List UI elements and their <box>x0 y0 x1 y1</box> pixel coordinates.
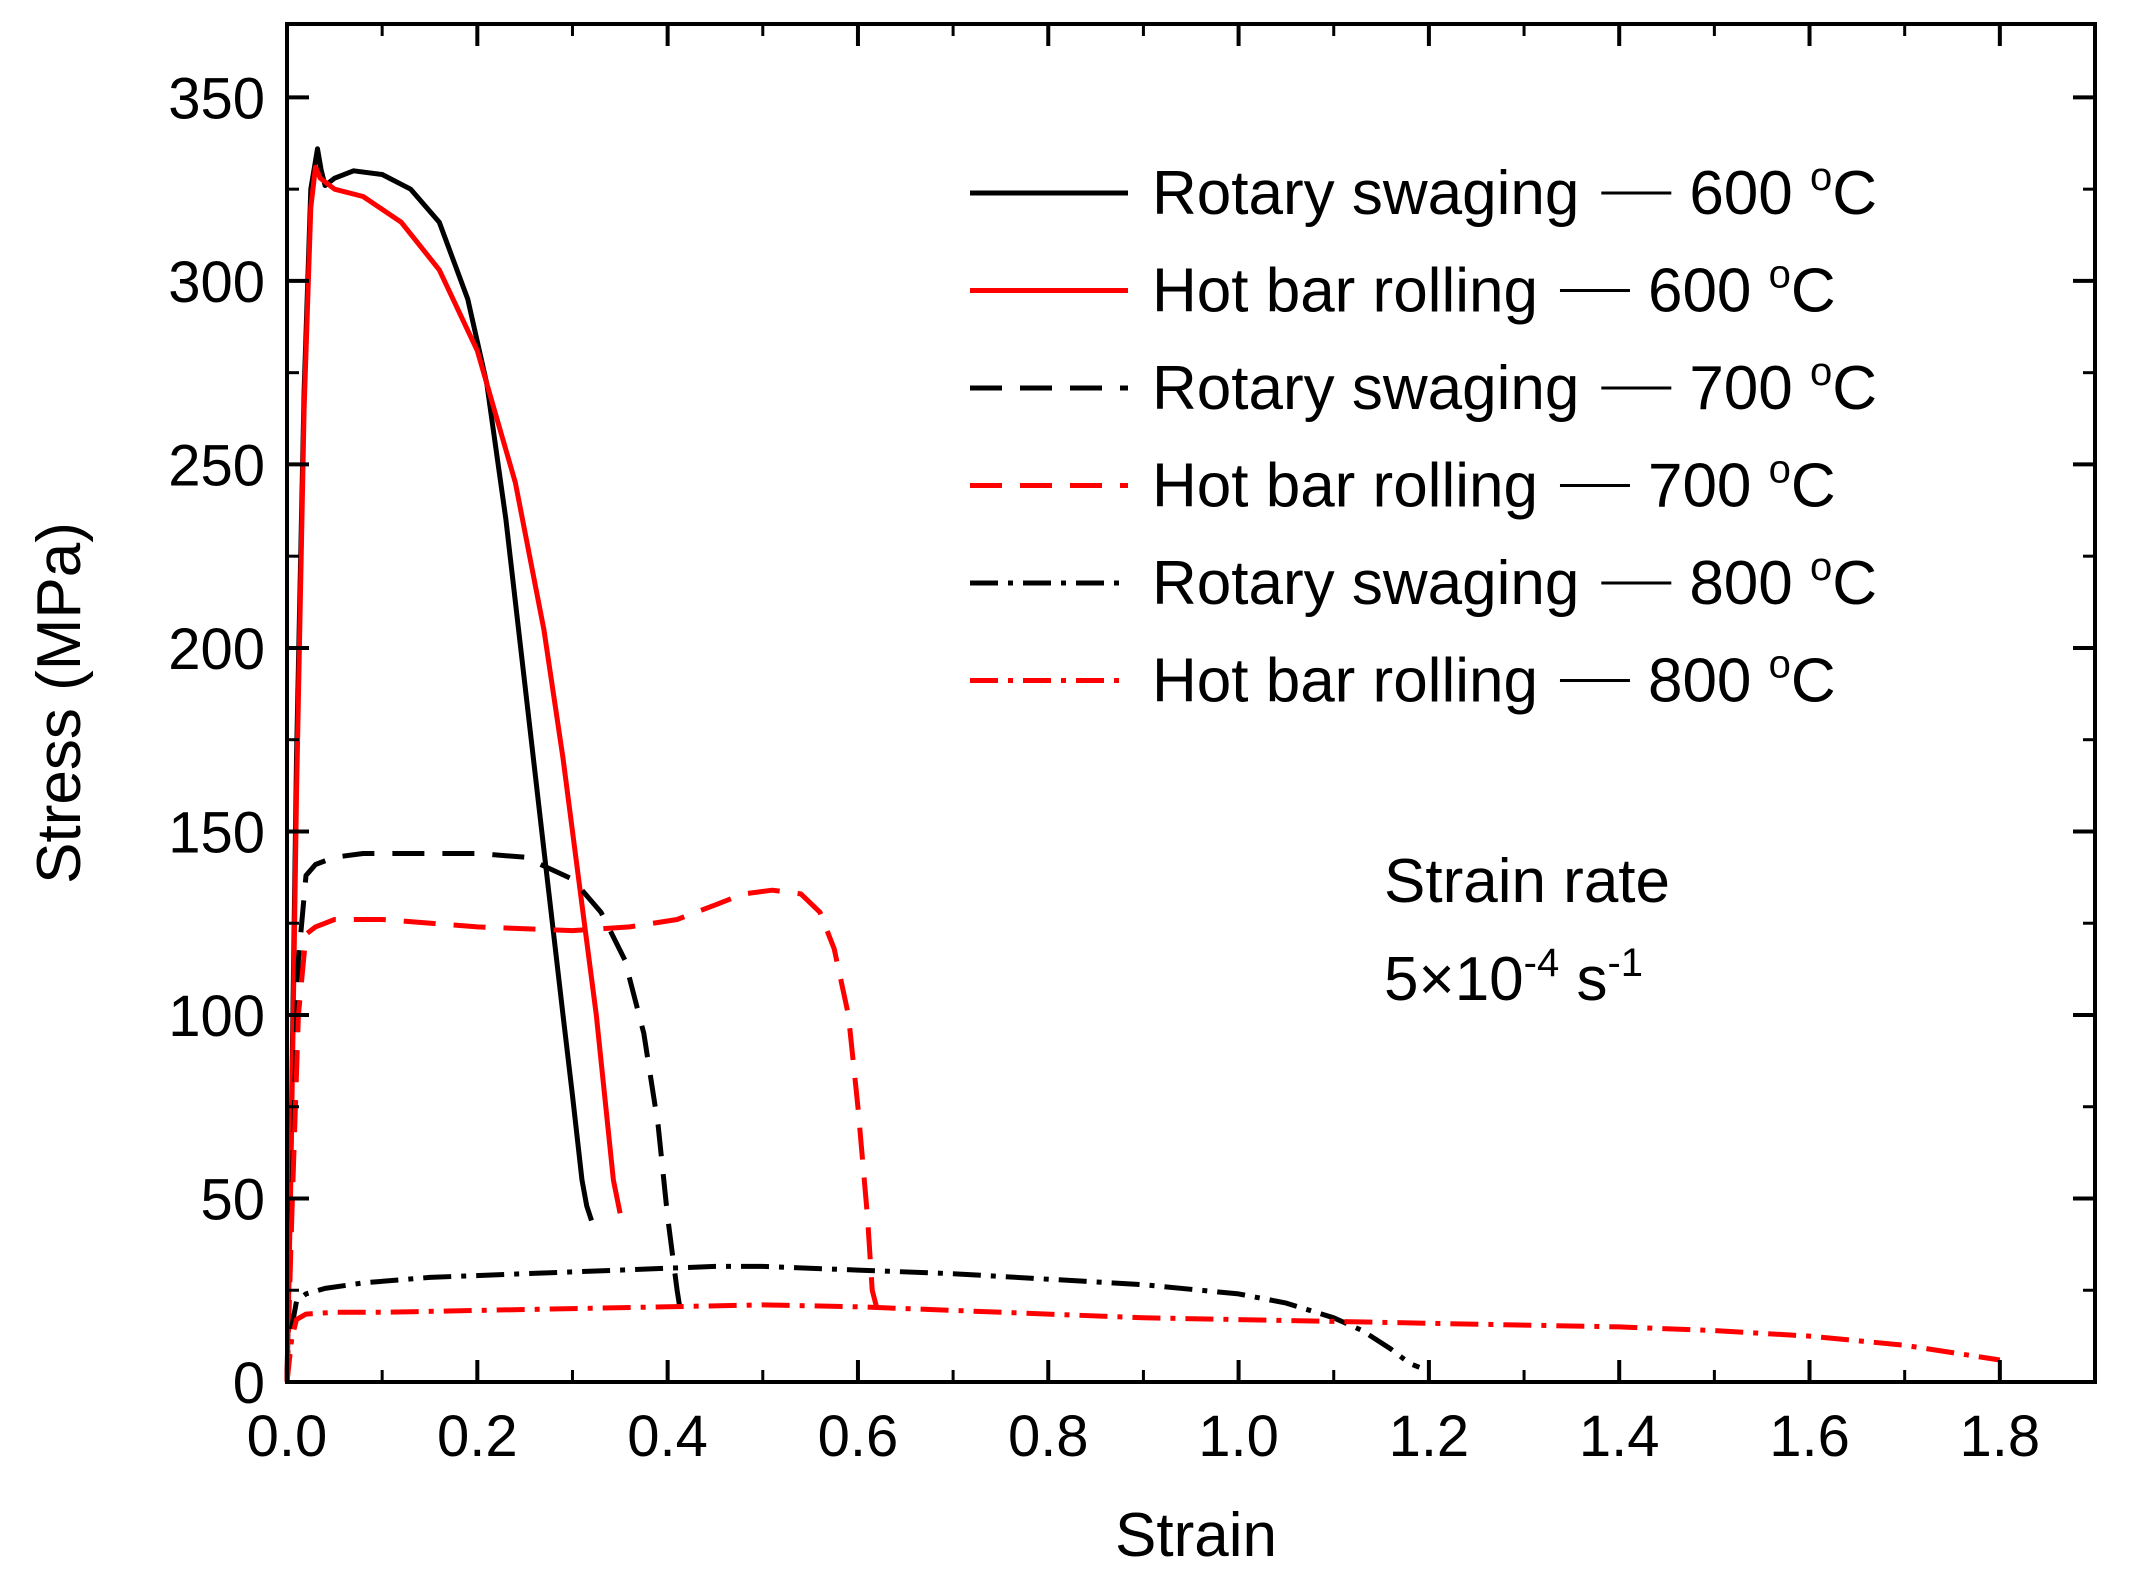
legend-entry: Hot bar rolling 700 oC <box>970 448 1836 521</box>
y-tick-label: 150 <box>168 800 265 865</box>
y-tick-label: 0 <box>233 1351 265 1416</box>
axis-ticks <box>285 24 2095 1384</box>
annotation-line1: Strain rate <box>1384 847 1670 916</box>
legend-label: Rotary swaging <box>1152 354 1579 423</box>
series-line-5 <box>284 1263 1421 1383</box>
legend-temp: 700 oC <box>1689 350 1877 423</box>
legend-label: Hot bar rolling <box>1152 647 1538 716</box>
legend: Rotary swaging 600 oC Hot bar rolling 600 o… <box>970 155 1877 716</box>
x-tick-label: 0.6 <box>818 1404 899 1469</box>
x-tick-label: 0.0 <box>247 1404 328 1469</box>
y-tick-label: 350 <box>168 66 265 131</box>
y-tick-label: 200 <box>168 617 265 682</box>
x-tick-label: 0.4 <box>627 1404 708 1469</box>
series-line-1 <box>284 146 594 1383</box>
series-line-4 <box>284 887 880 1383</box>
x-tick-label: 1.0 <box>1198 1404 1279 1469</box>
legend-temp: 700 oC <box>1648 448 1836 521</box>
legend-temp: 600 oC <box>1648 253 1836 326</box>
annotation-line2: 5×10-4 s-1 <box>1384 941 1643 1014</box>
legend-entry: Hot bar rolling 800 oC <box>970 643 1836 716</box>
y-tick-label: 100 <box>168 984 265 1049</box>
x-tick-label: 1.6 <box>1769 1404 1850 1469</box>
plot-frame <box>285 22 2097 1384</box>
legend-temp: 800 oC <box>1689 545 1877 618</box>
legend-entry: Hot bar rolling 600 oC <box>970 253 1836 326</box>
x-axis-title: Strain <box>1115 1501 1277 1570</box>
legend-label: Hot bar rolling <box>1152 452 1538 521</box>
x-tick-label: 1.2 <box>1389 1404 1470 1469</box>
series-line-3 <box>284 851 683 1383</box>
legend-label: Rotary swaging <box>1152 549 1579 618</box>
y-tick-label: 250 <box>168 433 265 498</box>
legend-label: Hot bar rolling <box>1152 257 1538 326</box>
legend-entry: Rotary swaging 600 oC <box>970 155 1877 228</box>
series-line-2 <box>284 164 623 1383</box>
legend-label: Rotary swaging <box>1152 159 1579 228</box>
axis-tick-labels: 0.0 0.2 0.4 0.6 0.8 1.0 1.2 1.4 1.6 1.8 0 50 100 150 2… <box>168 66 2040 1469</box>
y-axis-title: Stress (MPa) <box>25 522 94 884</box>
legend-entry: Rotary swaging 700 oC <box>970 350 1877 423</box>
legend-temp: 600 oC <box>1689 155 1877 228</box>
x-tick-label: 0.8 <box>1008 1404 1089 1469</box>
strain-rate-annotation: Strain rate 5×10-4 s-1 <box>1384 847 1670 1014</box>
x-tick-label: 1.4 <box>1579 1404 1660 1469</box>
legend-temp: 800 oC <box>1648 643 1836 716</box>
series-line-6 <box>284 1302 2001 1383</box>
x-tick-label: 1.8 <box>1960 1404 2041 1469</box>
y-tick-label: 300 <box>168 250 265 315</box>
legend-entry: Rotary swaging 800 oC <box>970 545 1877 618</box>
y-tick-label: 50 <box>200 1167 265 1232</box>
x-tick-label: 0.2 <box>437 1404 518 1469</box>
plot-lines <box>284 146 2001 1383</box>
